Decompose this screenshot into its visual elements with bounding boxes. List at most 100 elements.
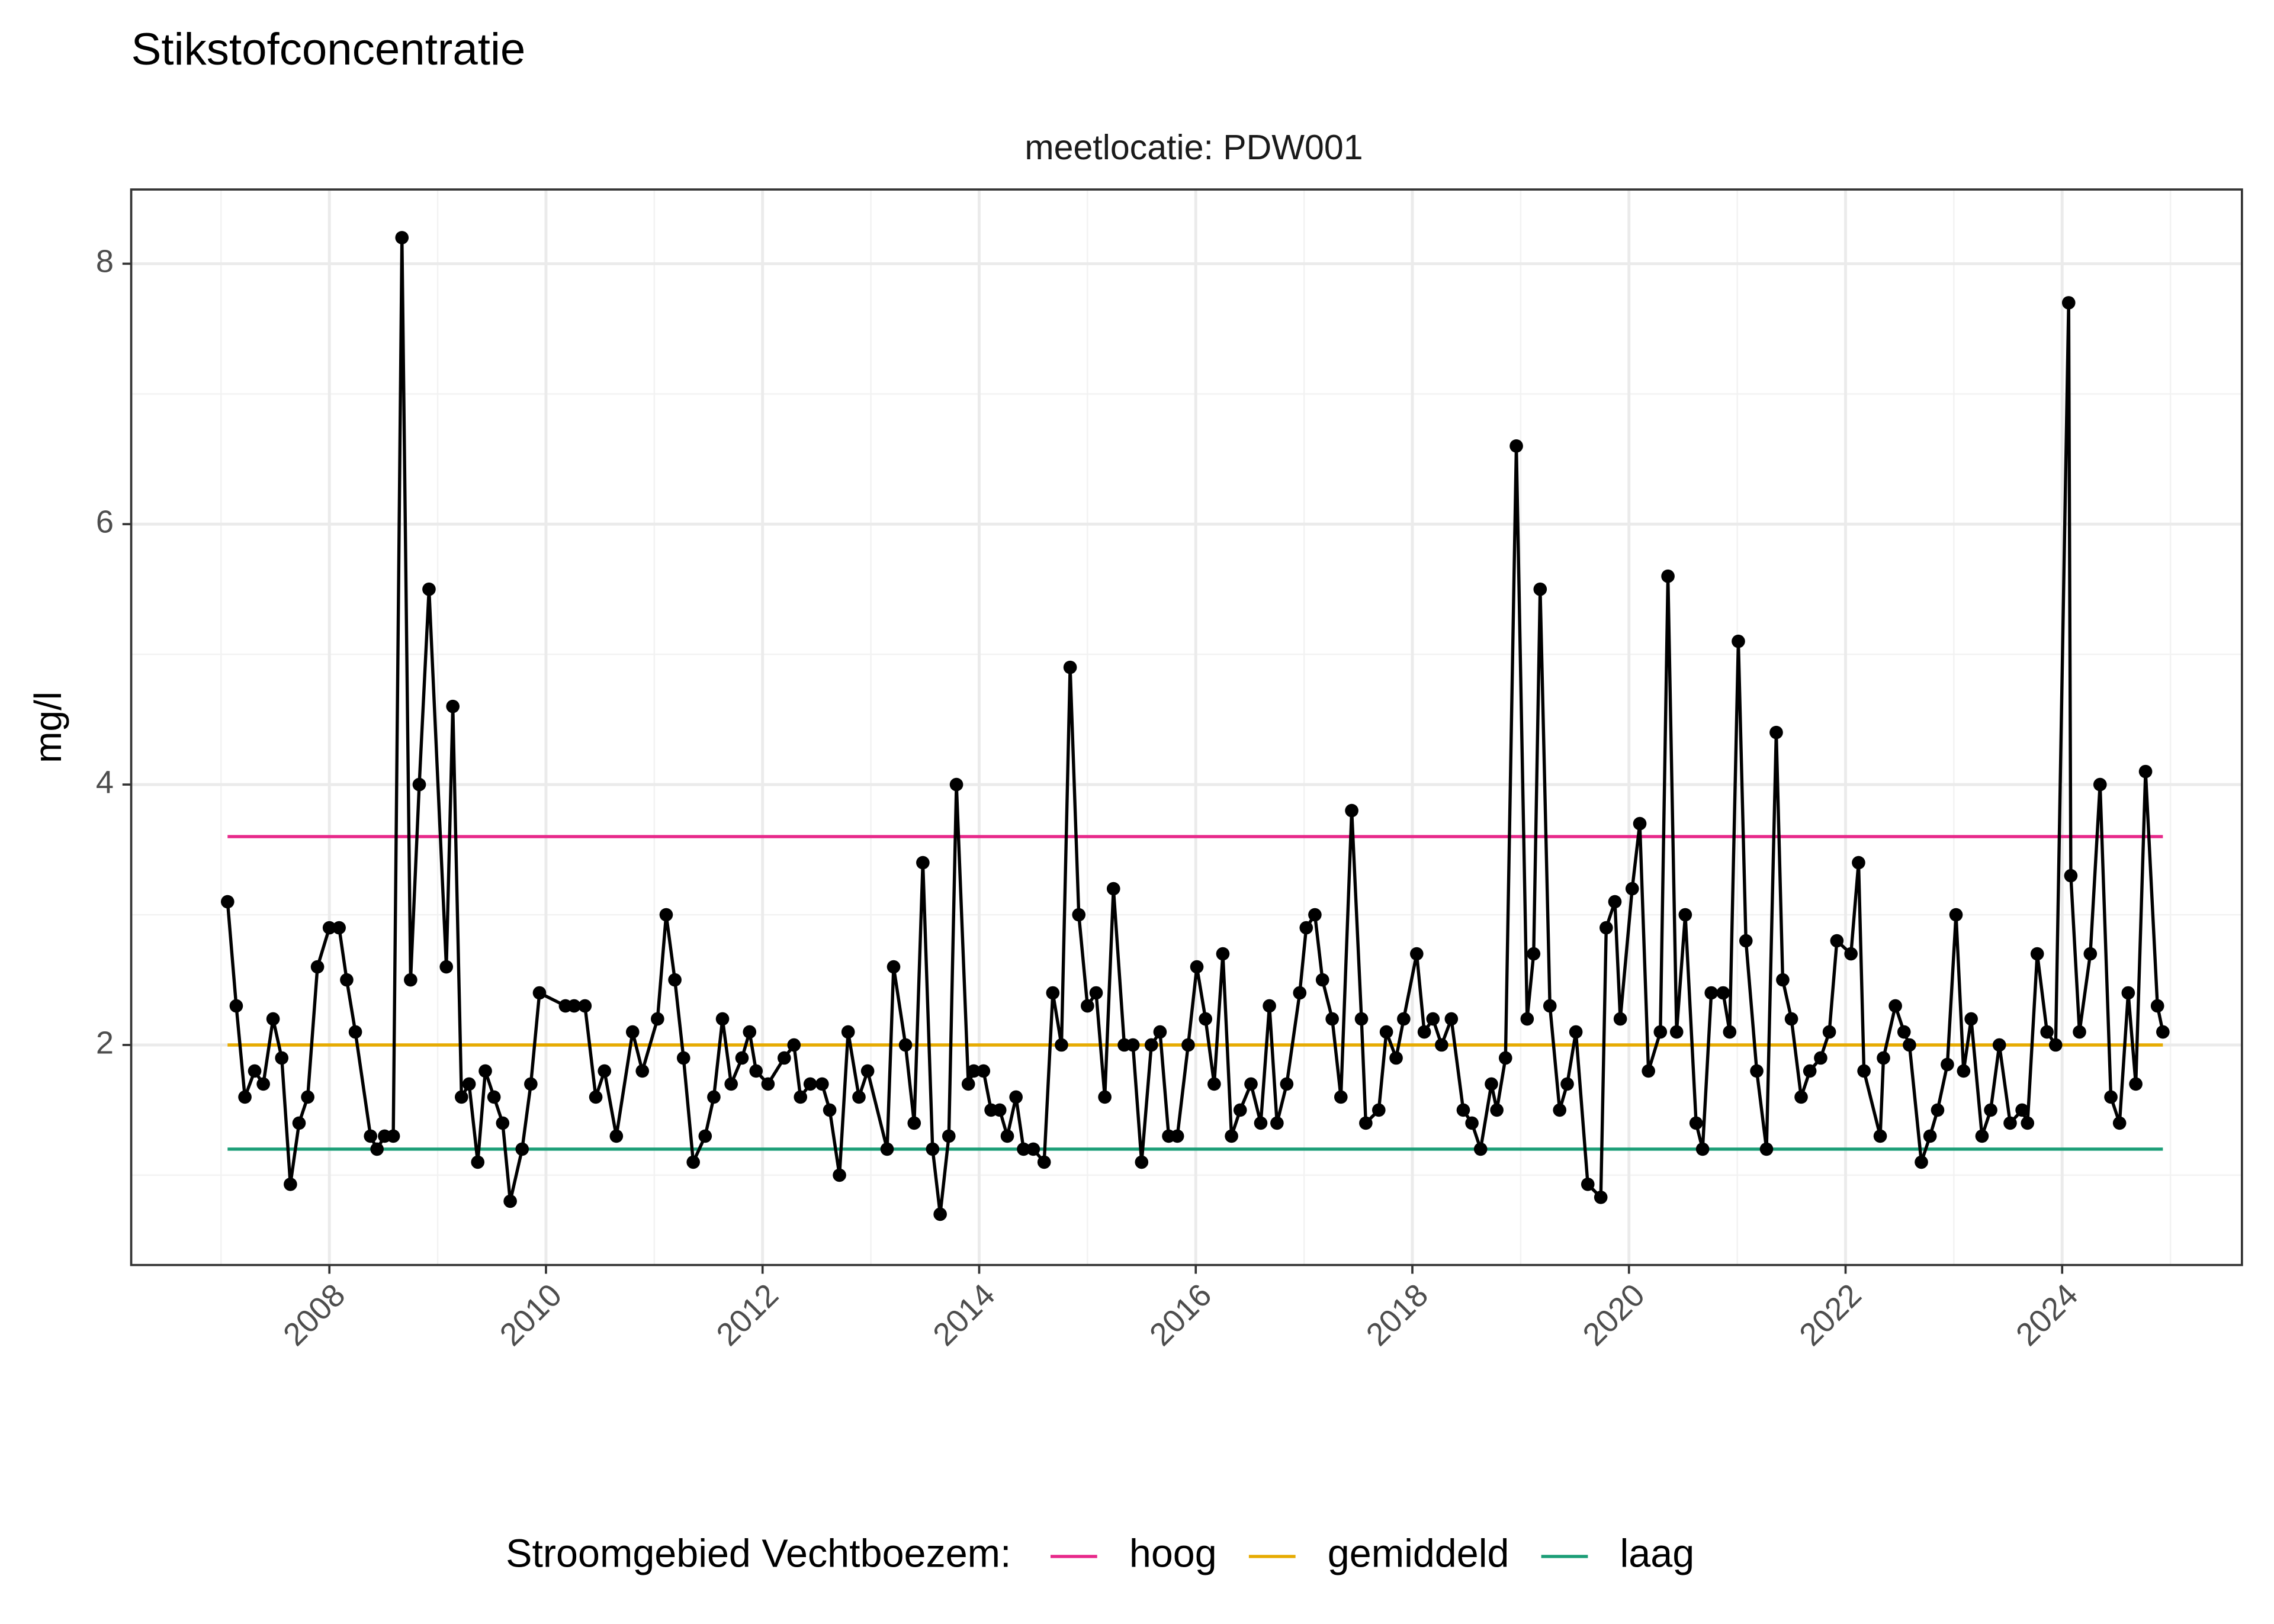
data-point <box>1181 1038 1195 1052</box>
data-point <box>598 1064 612 1078</box>
data-point <box>1315 973 1329 987</box>
data-point <box>1444 1012 1459 1026</box>
data-point <box>1903 1038 1916 1052</box>
data-point <box>1354 1012 1369 1026</box>
data-point <box>496 1116 510 1130</box>
data-point <box>1397 1012 1411 1026</box>
data-point <box>1345 803 1358 818</box>
data-point <box>275 1051 289 1065</box>
data-point <box>1964 1012 1978 1026</box>
data-point <box>1941 1057 1954 1072</box>
data-point <box>1689 1116 1703 1130</box>
data-point <box>2040 1025 2054 1039</box>
data-point <box>1599 921 1613 935</box>
data-point <box>761 1077 775 1091</box>
data-point <box>1669 1025 1684 1039</box>
data-point <box>749 1064 763 1078</box>
data-point <box>1435 1038 1448 1052</box>
data-point <box>1046 986 1060 1000</box>
data-point <box>301 1090 314 1104</box>
data-point <box>887 960 901 974</box>
data-point <box>266 1012 280 1026</box>
data-point <box>977 1064 991 1078</box>
data-point <box>1553 1103 1567 1117</box>
data-point <box>2129 1077 2143 1091</box>
data-point <box>1661 569 1675 583</box>
data-point <box>707 1090 721 1104</box>
data-point <box>1293 986 1307 1000</box>
data-point <box>1170 1129 1184 1143</box>
data-point <box>942 1129 956 1143</box>
data-point <box>1716 986 1730 1000</box>
data-point <box>1417 1025 1431 1039</box>
data-point <box>454 1090 468 1104</box>
data-point <box>1216 947 1230 961</box>
panel-border <box>130 188 2243 1266</box>
data-point <box>777 1051 791 1065</box>
data-point <box>1063 660 1077 674</box>
data-point <box>880 1142 894 1156</box>
data-point <box>1308 908 1322 922</box>
data-point <box>860 1064 875 1078</box>
data-point <box>2083 947 2098 961</box>
data-point <box>364 1129 378 1143</box>
data-point <box>446 699 460 713</box>
data-point <box>471 1155 485 1169</box>
data-point <box>1233 1103 1247 1117</box>
data-point <box>1498 1051 1512 1065</box>
data-point <box>1372 1103 1386 1117</box>
data-point <box>659 908 673 922</box>
data-point <box>1000 1129 1014 1143</box>
data-point <box>1026 1142 1040 1156</box>
data-point <box>322 921 336 935</box>
data-point <box>1625 882 1639 896</box>
data-point <box>1280 1077 1294 1091</box>
data-point <box>1263 999 1276 1013</box>
data-point <box>487 1090 501 1104</box>
data-point <box>1379 1025 1393 1039</box>
data-point <box>1325 1012 1339 1026</box>
data-point <box>698 1129 712 1143</box>
data-point <box>841 1025 855 1039</box>
data-point <box>1923 1129 1937 1143</box>
data-point <box>1877 1051 1890 1065</box>
data-point <box>1739 934 1753 948</box>
data-point <box>1144 1038 1158 1052</box>
data-point <box>1569 1025 1583 1039</box>
data-point <box>1190 960 1204 974</box>
data-point <box>1270 1116 1284 1130</box>
data-point <box>993 1103 1007 1117</box>
data-point <box>229 999 243 1013</box>
data-point <box>1784 1012 1798 1026</box>
data-point <box>292 1116 306 1130</box>
data-point <box>567 999 581 1013</box>
data-point <box>1844 947 1858 961</box>
data-point <box>1581 1177 1595 1191</box>
data-point <box>340 973 354 987</box>
data-point <box>1975 1129 1989 1143</box>
data-point <box>462 1077 476 1091</box>
data-point <box>2138 764 2153 779</box>
data-point <box>1089 986 1103 1000</box>
data-point <box>439 960 454 974</box>
data-point <box>524 1077 538 1091</box>
data-point <box>715 1012 730 1026</box>
data-point <box>625 1025 640 1039</box>
data-point <box>787 1038 801 1052</box>
data-point <box>926 1142 940 1156</box>
data-point <box>256 1077 270 1091</box>
data-point <box>967 1064 981 1078</box>
data-point <box>310 960 325 974</box>
data-point <box>1695 1142 1710 1156</box>
data-point <box>2003 1116 2017 1130</box>
data-point <box>1830 934 1844 948</box>
data-point <box>370 1142 384 1156</box>
data-point <box>1135 1155 1149 1169</box>
data-point <box>686 1155 701 1169</box>
data-point <box>651 1012 664 1026</box>
y-tick-label: 4 <box>96 764 114 800</box>
data-point <box>1225 1129 1238 1143</box>
data-point <box>386 1129 400 1143</box>
data-point <box>1915 1155 1928 1169</box>
